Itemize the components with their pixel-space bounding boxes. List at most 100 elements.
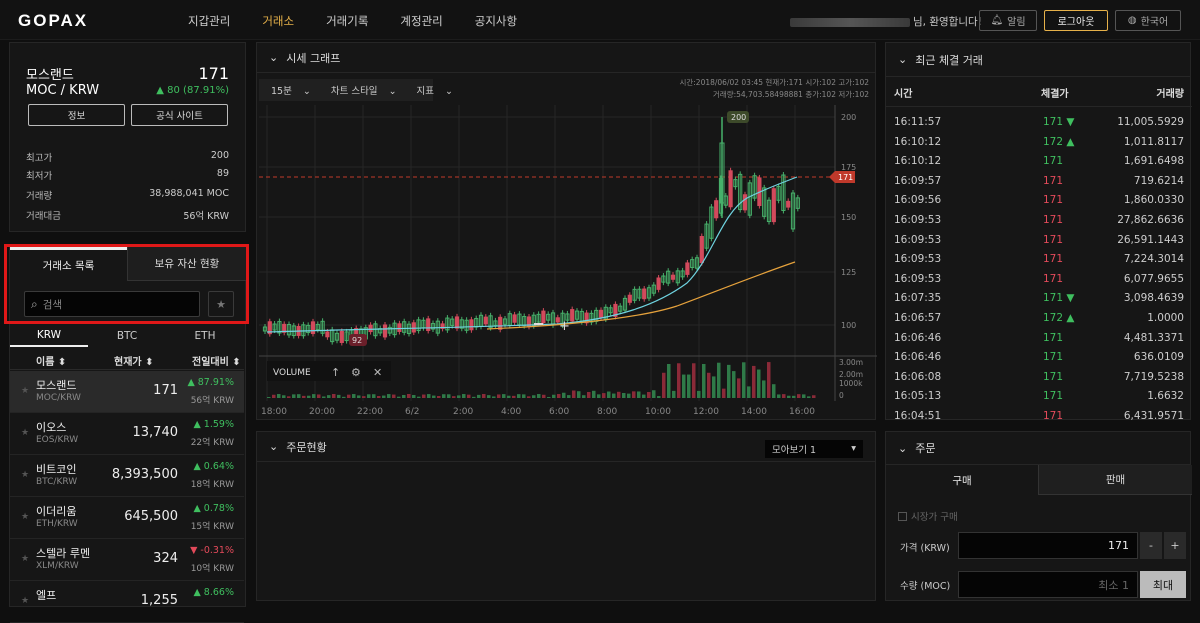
volume-tick: 0 — [839, 391, 844, 400]
buy-tab[interactable]: 구매 — [886, 465, 1038, 495]
volume-bar — [572, 390, 576, 398]
quantity-input[interactable]: 최소 1 — [958, 571, 1138, 598]
tab-btc[interactable]: BTC — [116, 329, 138, 342]
info-button[interactable]: 정보 — [28, 104, 125, 126]
official-site-button[interactable]: 공식 사이트 — [131, 104, 228, 126]
order-status-title-bar[interactable]: ⌄ 주문현황 — [257, 432, 875, 462]
candle — [426, 318, 431, 331]
language-button[interactable]: ◍ 한국어 — [1115, 10, 1181, 31]
candle — [262, 326, 268, 332]
market-order-checkbox[interactable]: 시장가 구매 — [898, 509, 958, 523]
favorite-star-icon[interactable]: ★ — [21, 470, 30, 480]
volume-bar — [442, 394, 446, 398]
alarm-button[interactable]: 🔔︎ 알림 — [979, 10, 1037, 31]
order-form-title: 주문 — [915, 442, 936, 455]
welcome-text: 님, 환영합니다! — [790, 14, 982, 29]
candle — [584, 312, 589, 324]
volume-bar — [277, 394, 281, 398]
market-row[interactable]: ★ 이더리움 ETH/KRW 645,500 ▲ 0.78% 15억 KRW — [10, 497, 244, 539]
volume-tick: 3.00m — [839, 358, 863, 367]
market-row[interactable]: ★ 엘프 1,255 ▲ 8.66% — [10, 581, 244, 623]
favorite-filter-button[interactable]: ★ — [208, 291, 234, 317]
nav-wallet[interactable]: 지갑관리 — [188, 14, 231, 28]
trades-title-bar[interactable]: ⌄ 최근 체결 거래 — [886, 43, 1190, 77]
market-row[interactable]: ★ 모스랜드 MOC/KRW 171 ▲ 87.91% 56억 KRW — [10, 371, 244, 413]
tab-eth[interactable]: ETH — [194, 329, 216, 342]
candle — [301, 324, 306, 337]
volume-bar — [717, 362, 721, 398]
favorite-star-icon[interactable]: ★ — [21, 386, 30, 396]
market-row[interactable]: ★ 이오스 EOS/KRW 13,740 ▲ 1.59% 22억 KRW — [10, 413, 244, 455]
volume-bar — [807, 396, 811, 398]
chart-title-bar[interactable]: ⌄ 시세 그래프 — [257, 43, 875, 73]
price-increase-button[interactable]: + — [1164, 532, 1186, 559]
time-tick: 4:00 — [501, 407, 521, 417]
col-change[interactable]: 전일대비 ⬍ — [192, 357, 241, 368]
tab-market-list[interactable]: 거래소 목록 — [10, 247, 127, 281]
candle — [531, 314, 536, 327]
sell-tab[interactable]: 판매 — [1038, 465, 1192, 495]
search-input[interactable]: ⌕ 검색 — [24, 291, 200, 317]
candle — [752, 175, 757, 199]
tab-holdings[interactable]: 보유 자산 현황 — [127, 247, 246, 281]
volume-bar — [267, 397, 271, 398]
time-tick: 6:00 — [549, 407, 569, 417]
price-label: 가격 (KRW) — [900, 543, 950, 554]
svg-text:92: 92 — [352, 336, 362, 345]
volume-bar — [302, 395, 306, 398]
col-name[interactable]: 이름 ⬍ — [36, 357, 67, 368]
nav-history[interactable]: 거래기록 — [326, 14, 369, 28]
stat-volume: 거래량 38,988,041 MOC — [26, 188, 229, 202]
volume-bar — [482, 394, 486, 398]
logout-button[interactable]: 로그아웃 — [1044, 10, 1108, 31]
order-form-title-bar[interactable]: ⌄ 주문 — [886, 432, 1190, 465]
candle — [286, 324, 292, 336]
trade-row: 16:11:57 171 ▼ 11,005.5929 — [894, 116, 1184, 128]
nav-notice[interactable]: 공지사항 — [474, 14, 518, 28]
indicator-select[interactable]: 지표 ⌄ — [416, 86, 454, 97]
price-input[interactable]: 171 — [958, 532, 1138, 559]
gear-icon[interactable]: ⚙ — [351, 366, 361, 379]
volume-bar — [667, 364, 671, 398]
volume-bar — [592, 390, 596, 398]
checkbox-box[interactable] — [898, 511, 907, 521]
price-chart[interactable]: 18:00 20:00 22:00 6/2 2:00 4:00 6:00 8:00 10:00 1… — [257, 43, 877, 421]
market-row[interactable]: ★ 스텔라 루멘 XLM/KRW 324 ▼ -0.31% 10억 KRW — [10, 539, 244, 581]
favorite-star-icon[interactable]: ★ — [21, 596, 30, 606]
close-icon[interactable]: ✕ — [373, 366, 382, 379]
col-price[interactable]: 현재가 ⬍ — [114, 357, 154, 368]
nav-account[interactable]: 계정관리 — [400, 14, 443, 28]
volume-legend — [267, 361, 391, 381]
chart-style-select[interactable]: 차트 스타일 ⌄ — [330, 86, 397, 97]
volume-bar — [292, 394, 296, 398]
volume-bar — [792, 395, 796, 398]
market-row-change: ▲ 0.78% — [193, 503, 234, 514]
view-select[interactable]: 모아보기 1 ▾ — [765, 440, 863, 458]
time-tick: 22:00 — [357, 407, 383, 417]
candle — [747, 182, 752, 216]
tab-krw[interactable]: KRW — [10, 324, 88, 347]
volume-bar — [417, 396, 421, 398]
volume-bar — [732, 371, 736, 398]
favorite-star-icon[interactable]: ★ — [21, 512, 30, 522]
market-row-name: 비트코인 — [36, 463, 77, 476]
max-quantity-button[interactable]: 최대 — [1140, 571, 1186, 598]
candle — [502, 318, 508, 325]
interval-select[interactable]: 15분 ⌄ — [271, 86, 311, 97]
arrow-up-icon[interactable]: ↑ — [331, 366, 340, 379]
candle — [488, 315, 493, 329]
favorite-star-icon[interactable]: ★ — [21, 428, 30, 438]
gopax-logo[interactable]: GOPAX — [18, 11, 89, 30]
candle — [613, 303, 618, 317]
favorite-star-icon[interactable]: ★ — [21, 554, 30, 564]
price-tick: 100 — [841, 321, 856, 330]
ma-short-line — [266, 176, 798, 333]
volume-bar — [447, 394, 451, 398]
market-row-pair: XLM/KRW — [36, 561, 79, 571]
price-decrease-button[interactable]: - — [1140, 532, 1162, 559]
market-row-name: 엘프 — [36, 589, 57, 602]
market-row[interactable]: ★ 비트코인 BTC/KRW 8,393,500 ▲ 0.64% 18억 KRW — [10, 455, 244, 497]
nav-exchange[interactable]: 거래소 — [262, 14, 295, 28]
volume-bar — [802, 394, 806, 398]
volume-bar — [427, 394, 431, 398]
